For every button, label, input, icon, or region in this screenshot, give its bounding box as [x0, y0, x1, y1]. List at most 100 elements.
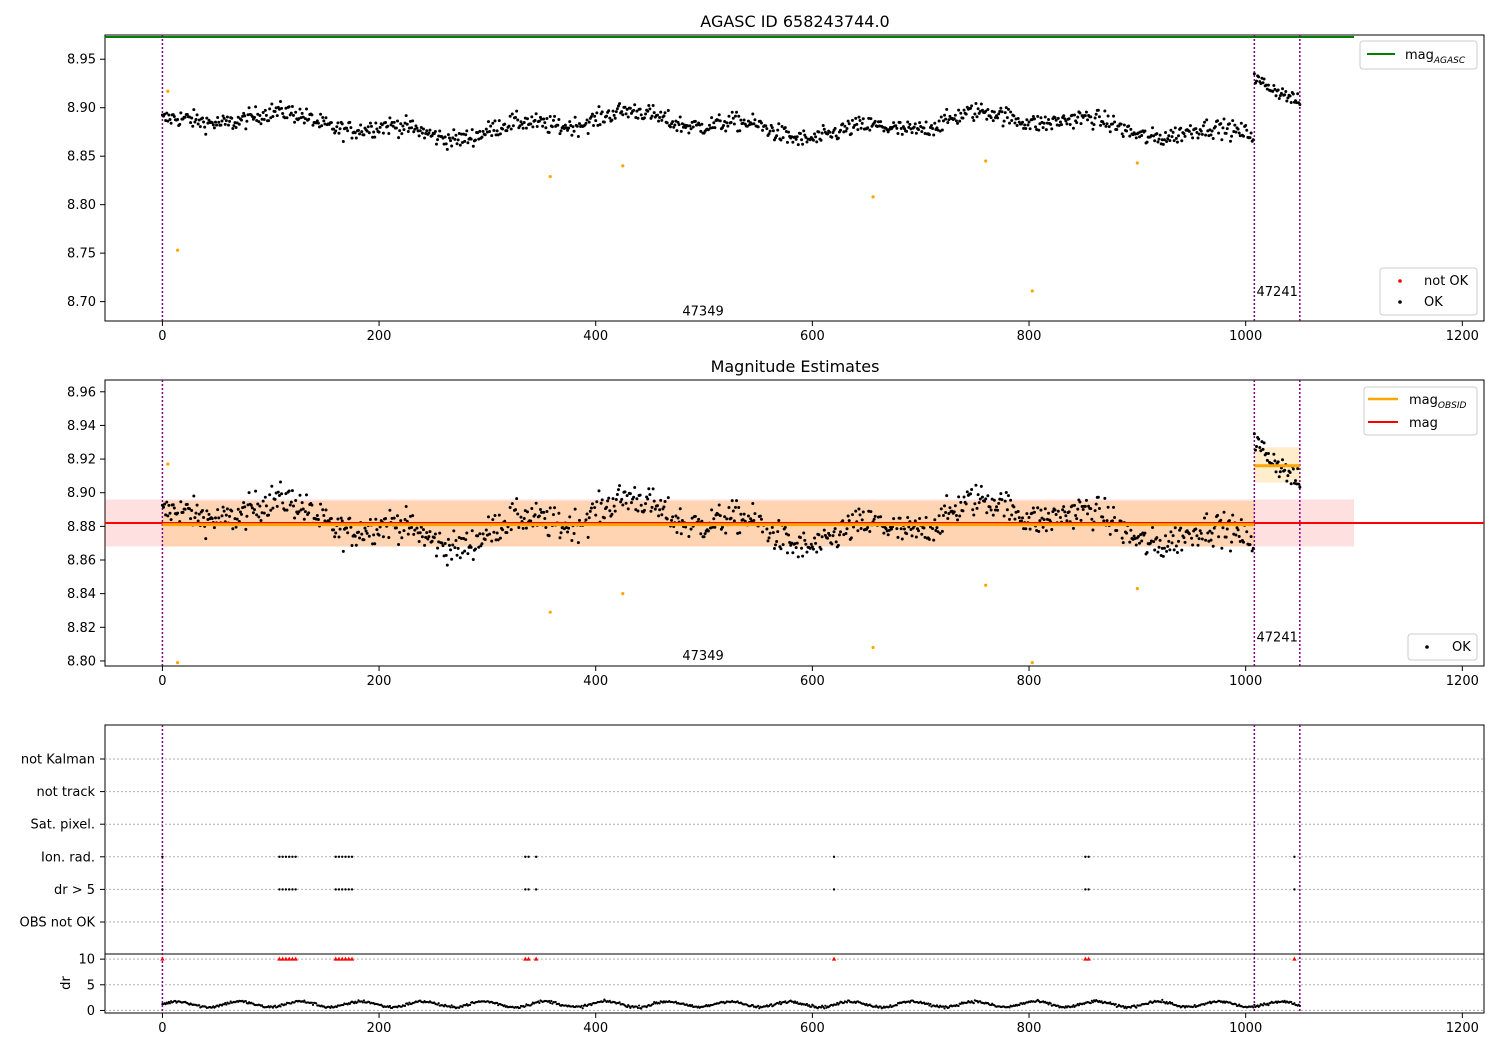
panel1-frame	[104, 34, 1485, 322]
ok-point	[847, 122, 851, 126]
ok-point	[839, 530, 843, 534]
ok-point	[1216, 513, 1220, 517]
ok-point	[530, 507, 534, 511]
ok-point	[557, 118, 561, 122]
ok-point	[449, 548, 453, 552]
ok-point	[717, 113, 721, 117]
ok-point	[179, 111, 183, 115]
ok-point	[535, 125, 539, 129]
ok-point	[663, 111, 667, 115]
ok-point	[802, 531, 806, 535]
ok-point	[213, 516, 217, 520]
ok-point	[771, 531, 775, 535]
flag-point	[832, 888, 836, 891]
ok-point	[433, 129, 437, 133]
ok-point	[1013, 517, 1017, 521]
ok-point	[1242, 540, 1246, 544]
ok-point	[1288, 470, 1292, 474]
ok-point	[558, 536, 562, 540]
ok-point	[722, 123, 726, 127]
ok-point	[426, 537, 430, 541]
ok-point	[594, 119, 598, 123]
ok-point	[418, 531, 422, 535]
ok-point	[390, 121, 394, 125]
ok-point	[576, 541, 580, 545]
ok-point	[364, 529, 368, 533]
ok-point	[1171, 130, 1175, 134]
ok-point	[310, 113, 314, 117]
ok-point	[1253, 448, 1257, 452]
ok-point	[545, 509, 549, 513]
x-tick-label: 200	[367, 329, 392, 344]
dr-point	[810, 1005, 813, 1008]
ok-point	[918, 121, 922, 125]
ok-point	[228, 514, 232, 518]
ok-point	[1002, 514, 1006, 518]
ok-point	[1174, 544, 1178, 548]
ok-point	[772, 547, 776, 551]
ok-point	[522, 516, 526, 520]
ok-point	[450, 144, 454, 148]
ok-point	[805, 140, 809, 144]
ok-point	[892, 121, 896, 125]
ok-point	[1217, 535, 1221, 539]
ok-point	[765, 527, 769, 531]
ok-point	[195, 503, 199, 507]
ok-point	[1205, 118, 1209, 122]
ok-point	[1107, 125, 1111, 129]
ok-point	[735, 499, 739, 503]
ok-point	[285, 508, 289, 512]
ok-point	[712, 517, 716, 521]
ok-point	[1255, 445, 1259, 449]
ok-point	[1017, 516, 1021, 520]
ok-point	[1188, 124, 1192, 128]
ok-point	[400, 132, 404, 136]
ok-point	[1294, 479, 1298, 483]
dr-point	[1129, 1006, 1132, 1009]
ok-point	[524, 126, 528, 130]
ok-point	[444, 553, 448, 557]
ok-point	[1220, 546, 1224, 550]
ok-point	[346, 531, 350, 535]
ok-point	[1108, 130, 1112, 134]
ok-point	[367, 131, 371, 135]
ok-point	[1065, 519, 1069, 523]
dr-capped-marker	[293, 956, 298, 961]
ok-point	[336, 517, 340, 521]
ok-point	[169, 518, 173, 522]
dr-point	[636, 1006, 640, 1010]
ok-point	[620, 110, 624, 114]
ok-point	[360, 130, 364, 134]
ok-point	[1058, 516, 1062, 520]
ok-point	[341, 549, 345, 553]
ok-point	[593, 114, 597, 118]
ok-point	[595, 500, 599, 504]
ok-point	[340, 519, 344, 523]
ok-point	[665, 121, 669, 125]
ok-point	[387, 132, 391, 136]
ok-point	[1090, 517, 1094, 521]
ok-point	[169, 121, 173, 125]
ok-point	[1251, 546, 1255, 550]
ok-point	[476, 534, 480, 538]
ok-point	[1065, 122, 1069, 126]
ok-point	[585, 118, 589, 122]
ok-point	[854, 509, 858, 513]
ok-point	[1042, 518, 1046, 522]
ok-point	[411, 119, 415, 123]
ok-point	[166, 514, 170, 518]
ok-point	[1008, 517, 1012, 521]
outlier-point	[175, 661, 180, 665]
ok-point	[242, 111, 246, 115]
ok-point	[319, 502, 323, 506]
ok-point	[697, 517, 701, 521]
ok-point	[814, 541, 818, 545]
ok-point	[1233, 123, 1237, 127]
ok-point	[558, 132, 562, 136]
ok-point	[922, 126, 926, 130]
ok-point	[941, 513, 945, 517]
ok-point	[1136, 534, 1140, 538]
dr-point	[777, 1002, 780, 1005]
ok-point	[398, 129, 402, 133]
ok-point	[684, 525, 688, 529]
